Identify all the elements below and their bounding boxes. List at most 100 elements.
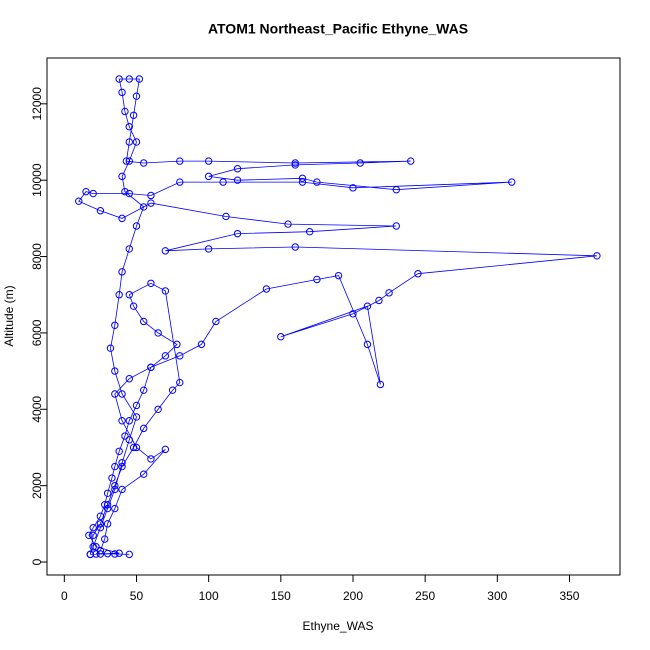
x-tick-label: 250 [415,589,435,603]
data-point [96,512,105,520]
data-point [414,270,422,278]
data-point [161,352,170,360]
data-point [363,340,372,349]
data-point [129,443,138,452]
data-point [122,157,131,165]
data-point [115,447,123,455]
data-point [111,367,119,375]
data-point [385,289,393,297]
plot-box [46,57,621,576]
data-point [132,401,141,410]
data-point [82,187,90,196]
data-point [118,88,126,97]
data-point [118,417,126,425]
data-point [233,165,242,173]
data-point [176,157,184,165]
data-point [204,172,213,181]
data-point [118,268,126,276]
data-point [140,386,148,394]
data-point [92,543,100,551]
data-point [376,380,385,389]
data-point [118,459,126,467]
x-tick-label: 150 [271,589,291,603]
x-axis-label: Ethyne_WAS [303,619,374,633]
data-point [115,291,123,299]
data-point [140,317,148,326]
y-tick-label: 2000 [30,472,44,499]
data-point [96,523,105,532]
data-point [96,520,105,528]
data-point [154,405,162,413]
data-point [392,222,400,230]
data-point [111,462,119,471]
data-point [313,275,321,284]
data-point [86,550,94,559]
data-point [291,161,299,169]
data-point [111,481,119,490]
y-tick-label: 12000 [30,87,44,121]
data-point [161,287,170,295]
data-point [132,443,141,452]
data-point [121,107,129,116]
data-point [298,178,307,186]
data-point [147,199,155,207]
y-tick-label: 6000 [30,319,44,346]
data-point [125,75,133,83]
data-point [125,291,133,299]
data-point [118,462,126,471]
data-point [118,214,126,223]
data-point [222,212,230,221]
data-point [118,390,126,398]
data-point [140,159,148,167]
y-tick-label: 4000 [30,396,44,423]
y-axis-label: Altitude (m) [2,285,16,346]
data-point [313,178,321,186]
data-point [593,252,601,260]
data-point [508,178,516,186]
data-point [132,138,141,146]
data-point [161,247,170,255]
data-point [96,550,105,558]
data-point [233,176,242,184]
data-point [176,178,184,186]
y-tick-label: 8000 [30,243,44,270]
data-point [349,310,357,318]
data-point [96,207,105,215]
data-point [173,340,181,349]
data-point [197,340,206,349]
data-point [125,436,133,444]
data-point [103,504,112,513]
data-point [103,489,112,497]
data-point [334,271,343,280]
data-point [219,178,227,186]
x-tick-label: 100 [199,589,219,603]
data-point [121,187,129,196]
data-point [140,203,148,211]
data-point [111,321,119,329]
data-point [89,531,97,539]
data-point [121,432,129,440]
data-point [147,191,155,200]
data-point [277,333,285,341]
data-point [125,245,133,253]
data-point [392,186,400,194]
data-point [363,302,372,310]
data-point [349,184,357,192]
data-point [85,531,93,539]
data-point [125,123,133,131]
data-point [204,245,213,253]
data-point [118,172,126,181]
data-point [103,501,112,509]
data-point [111,504,119,513]
data-point [132,413,141,421]
data-point [147,363,155,371]
data-point [291,159,299,167]
data-point [135,75,144,83]
data-point [298,174,307,182]
data-point [89,543,97,551]
data-point [176,352,184,360]
data-point [168,386,177,394]
data-point [125,138,133,146]
data-point [103,520,112,528]
